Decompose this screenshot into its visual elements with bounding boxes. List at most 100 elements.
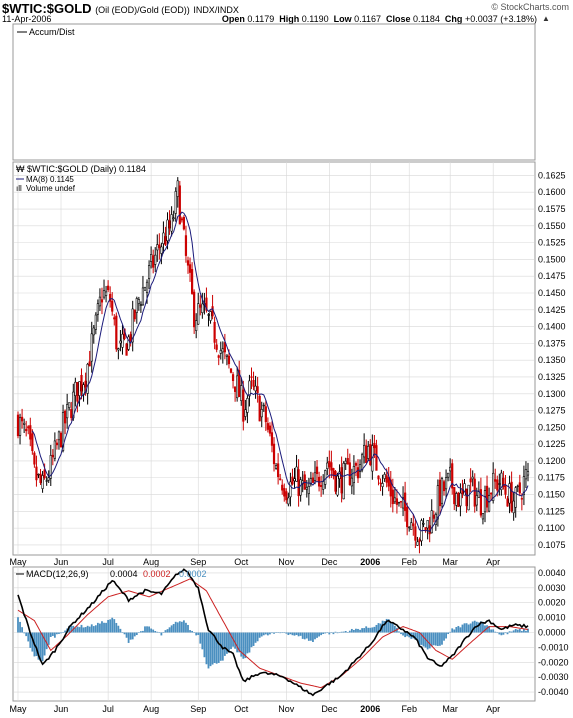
macd-hist-bar [400, 632, 402, 635]
candle-body [463, 483, 466, 496]
macd-hist-bar [434, 632, 437, 646]
macd-hist-bar [256, 632, 259, 642]
macd-hist-bar [203, 632, 206, 658]
candle-body [479, 489, 482, 516]
candle-body [432, 514, 435, 519]
macd-hist-bar [406, 632, 409, 637]
macd-hist-bar [209, 632, 212, 667]
macd-hist-bar [164, 630, 167, 633]
candle-body [150, 254, 153, 262]
candle-body [504, 484, 507, 495]
macd-hist-bar [369, 627, 372, 633]
macd-hist-bar [178, 621, 181, 633]
candle-body [184, 235, 188, 256]
macd-y-tick-label: -0.0030 [538, 672, 569, 682]
macd-hist-bar [174, 621, 177, 633]
macd-hist-bar [387, 619, 390, 633]
candle-body [154, 254, 157, 265]
macd-hist-bar [408, 632, 411, 638]
candle-body [57, 431, 61, 441]
candle-body [383, 473, 386, 479]
candle-body [164, 236, 167, 246]
candle-body [408, 526, 411, 529]
macd-hist-bar [146, 626, 148, 633]
macd-hist-bar [375, 624, 378, 633]
macd-hist-bar [445, 632, 447, 639]
macd-x-tick-label: Jul [102, 704, 114, 714]
chg-label: Chg [444, 14, 463, 24]
candle-body [143, 286, 147, 291]
candle-body [53, 440, 56, 459]
macd-hist-bar [350, 628, 353, 633]
candle-body [324, 470, 327, 485]
price-y-tick-label: 0.1475 [538, 271, 566, 281]
macd-hist-bar [525, 630, 527, 633]
macd-hist-bar [488, 626, 490, 633]
macd-hist-bar [432, 632, 435, 646]
low-label: Low [333, 14, 352, 24]
macd-x-tick-label: Dec [321, 704, 338, 714]
candle-body [354, 463, 358, 466]
macd-y-tick-label: -0.0020 [538, 657, 569, 667]
macd-hist-bar [217, 632, 220, 663]
candle-body [25, 428, 28, 432]
macd-hist-bar [299, 632, 302, 636]
macd-hist-bar [436, 632, 439, 647]
candle-body [360, 454, 364, 471]
candle-body [490, 492, 493, 495]
macd-hist-bar [49, 632, 52, 637]
macd-hist-bar [158, 632, 161, 634]
candle-body [76, 382, 79, 402]
candle-body [182, 217, 186, 230]
candle-body [35, 466, 38, 481]
candle-body [121, 333, 124, 348]
price-y-ticks: 0.1625 0.1600 0.1575 0.1550 0.1525 0.1500 0.14… [538, 170, 566, 549]
candle-body [80, 374, 83, 392]
candle-body [297, 469, 300, 497]
price-y-tick-label: 0.1275 [538, 406, 566, 416]
candle-body [172, 217, 175, 220]
macd-hist-bar [125, 632, 128, 638]
volume-legend-icon: ıll [16, 184, 22, 193]
macd-hist-bar [240, 632, 243, 657]
macd-hist-bar [348, 630, 351, 633]
macd-hist-bar [39, 632, 42, 661]
candle-body [47, 477, 50, 481]
candle-body [305, 487, 308, 490]
candle-body [109, 294, 112, 302]
macd-hist-bar [236, 632, 239, 653]
macd-hist-bar [53, 632, 56, 638]
candle-body [526, 471, 530, 476]
macd-hist-bar [103, 622, 105, 633]
macd-hist-bar [234, 632, 237, 649]
price-x-tick-label: Oct [234, 557, 249, 567]
candle-body [358, 464, 362, 472]
price-y-tick-label: 0.1500 [538, 254, 566, 264]
macd-hist-bar [482, 623, 484, 633]
macd-hist-bar [338, 632, 341, 634]
macd-hist-bar [504, 632, 507, 634]
macd-hist-bar [520, 630, 523, 633]
macd-hist-bar [262, 632, 265, 636]
candle-body [104, 291, 108, 296]
price-legend-icon: ₩ [16, 164, 25, 174]
candle-body [156, 244, 159, 251]
scroll-up-arrow-icon[interactable]: ▲ [542, 14, 550, 23]
macd-hist-bar [361, 628, 363, 633]
macd-hist-bar [309, 632, 312, 641]
symbol: $WTIC:$GOLD [2, 1, 92, 16]
stockcharts-credit[interactable]: © StockCharts.com [491, 2, 569, 12]
macd-hist-bar [238, 632, 241, 653]
macd-hist-bar [68, 625, 71, 633]
price-x-tick-label: Feb [401, 557, 417, 567]
candle-body [414, 526, 417, 541]
macd-hist-bar [264, 632, 267, 635]
macd-hist-bar [332, 632, 335, 635]
candle-body [195, 320, 198, 331]
macd-hist-bar [365, 626, 368, 633]
macd-legend-label: MACD(12,26,9) [26, 569, 89, 579]
macd-hist-bar [424, 632, 427, 648]
macd-hist-bar [336, 632, 339, 634]
candle-body [379, 482, 382, 484]
candle-body [16, 414, 20, 437]
